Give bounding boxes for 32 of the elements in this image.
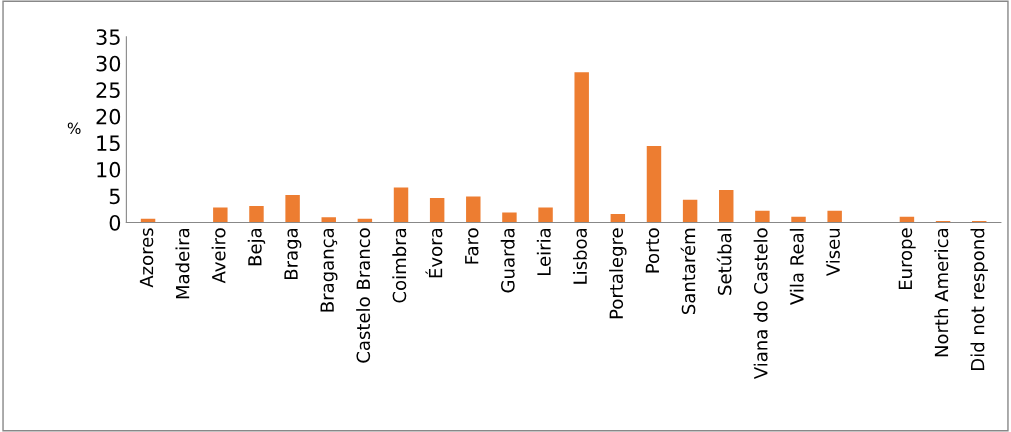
x-tick-label: Azores: [139, 228, 154, 288]
y-axis-title: %: [67, 122, 81, 135]
x-tick-label: Viseu: [825, 228, 840, 277]
y-tick-label: 10: [97, 161, 121, 178]
x-tick-label: Coimbra: [392, 228, 407, 303]
x-tick-label: Setúbal: [716, 229, 732, 295]
x-tick-label: Leiria: [536, 228, 551, 275]
y-tick-label: 35: [96, 29, 120, 45]
x-tick-label: Portalegre: [609, 228, 627, 319]
y-tick-label: 0: [109, 214, 121, 231]
x-tick-label: Évora: [425, 228, 443, 278]
x-tick-label: Braga: [284, 228, 302, 279]
x-tick-label: Santarém: [680, 228, 696, 314]
x-tick-label: Aveiro: [211, 228, 226, 284]
x-tick-label: Vila Real: [789, 229, 804, 305]
y-tick-label: 15: [97, 135, 120, 152]
x-tick-label: Faro: [465, 228, 479, 264]
x-tick-label: Europe: [898, 228, 916, 290]
y-tick-label: 25: [96, 82, 120, 99]
x-tick-label: Guarda: [500, 228, 515, 293]
x-tick-label: Lisboa: [572, 228, 587, 284]
y-tick-label: 20: [96, 108, 121, 125]
x-tick-label: Beja: [247, 228, 266, 266]
y-tick-label: 5: [109, 188, 120, 205]
y-tick-label: 30: [96, 55, 121, 72]
x-tick-label: Castelo Branco: [356, 228, 371, 363]
x-tick-label: Did not respond: [970, 228, 988, 370]
x-tick-label: Madeira: [175, 228, 190, 299]
x-tick-label: Bragança: [320, 228, 338, 312]
x-tick-label: Porto: [645, 228, 660, 273]
x-tick-label: Viana do Castelo: [753, 228, 768, 380]
x-tick-label: North America: [934, 228, 949, 357]
